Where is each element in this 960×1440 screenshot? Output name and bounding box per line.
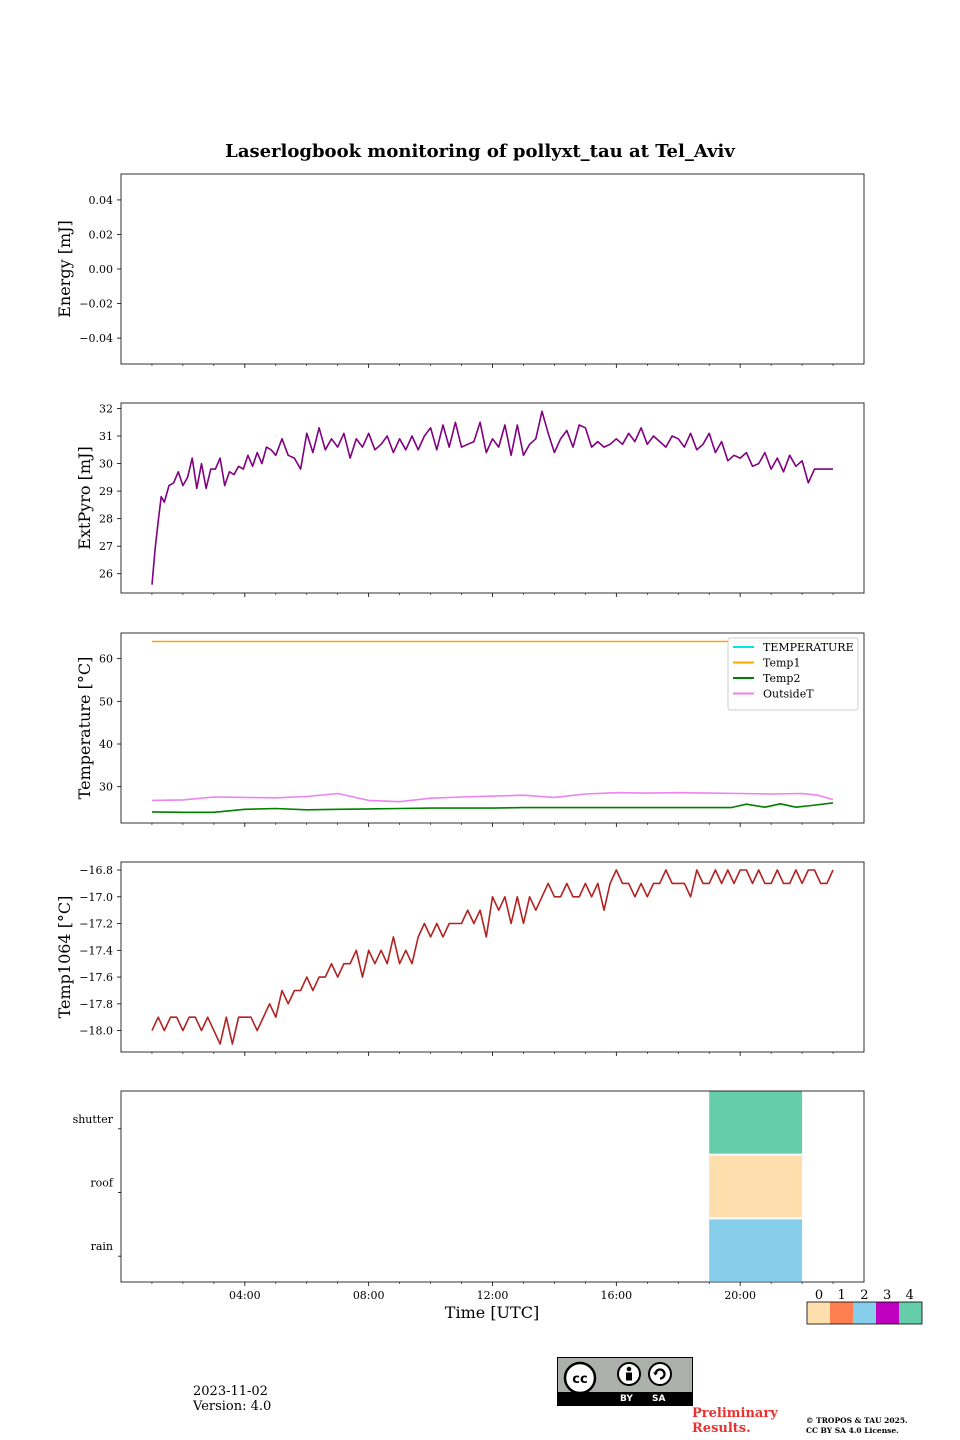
x-axis-label: Time [UTC] [445,1303,539,1322]
axes-frame [120,1090,865,1283]
y-tick-label: 30 [99,781,113,794]
status-row-label-shutter: shutter [73,1113,114,1126]
series-line [151,410,833,585]
y-tick-label: −17.0 [79,891,113,904]
axes-frame [120,402,865,594]
x-tick-label: 16:00 [600,1289,632,1302]
y-tick-label: −0.04 [79,332,113,345]
y-tick-label: −17.8 [79,998,113,1011]
axes-frame [120,632,865,824]
version-label: Version: 4.0 [193,1399,272,1414]
license-strip: BY SA [558,1392,692,1405]
legend-label-temperature: TEMPERATURE [763,641,854,654]
colorbar-label: 2 [860,1288,868,1303]
colorbar-swatch [899,1302,922,1324]
panel-temperature: Temperature [°C] 30 40 50 60 TEMPERATURE Temp… [75,632,865,827]
y-tick-label: −17.4 [79,944,113,957]
license-by-label: BY [620,1394,633,1404]
x-tick-label: 04:00 [229,1289,261,1302]
colorbar-swatch [876,1302,899,1324]
copyright-line-2: CC BY SA 4.0 License. [806,1426,899,1435]
y-tick-label: 32 [99,403,113,416]
status-row-label-roof: roof [90,1177,114,1190]
y-tick-label: 26 [99,568,113,581]
legend-label-temp2: Temp2 [763,672,800,685]
colorbar-label: 1 [838,1288,846,1303]
series-line-outsidet [151,791,834,803]
colorbar-swatch [830,1302,853,1324]
axes-frame [120,173,865,365]
status-block-roof [709,1155,803,1218]
y-tick-label: 0.02 [89,228,114,241]
status-block-rain [709,1219,803,1281]
colorbar-label: 0 [815,1288,823,1303]
y-axis-label-temperature: Temperature [°C] [75,657,94,800]
axes-frame [120,861,865,1053]
legend-label-temp1: Temp1 [763,657,800,670]
y-tick-label: −0.02 [79,298,113,311]
colorbar-swatch [853,1302,876,1324]
colorbar-frame [806,1301,923,1325]
legend-label-outsidet: OutsideT [763,688,814,701]
legend: TEMPERATURE Temp1 Temp2 OutsideT [727,637,859,711]
copyright-line-1: © TROPOS & TAU 2025. [806,1416,908,1425]
colorbar-swatch [807,1302,830,1324]
colorbar-label: 4 [906,1288,914,1303]
y-tick-label: −18.0 [79,1025,113,1038]
legend-box [727,637,859,711]
y-tick-label: 40 [99,738,113,751]
y-tick-label: 50 [99,695,113,708]
panel-energy: Energy [mJ] 0.04 0.02 0.00 −0.02 −0.04 [55,173,865,368]
y-axis-label-temp1064: Temp1064 [°C] [55,896,74,1019]
preliminary-label-line-1: Preliminary [692,1406,778,1421]
series-line-temp2 [151,802,834,814]
panel-extpyro: ExtPyro [mJ] 26 27 28 29 30 31 32 [75,402,865,597]
y-tick-label: 0.00 [89,263,114,276]
cc-logo-icon [563,1361,597,1392]
cc-icons: cc [563,1361,672,1392]
y-axis-label-extpyro: ExtPyro [mJ] [75,446,94,549]
status-row-label-rain: rain [91,1240,113,1253]
y-tick-label: 0.04 [89,194,114,207]
series-line [151,869,834,1045]
y-axis-label-energy: Energy [mJ] [55,220,74,318]
figure-title: Laserlogbook monitoring of pollyxt_tau a… [225,141,735,162]
y-tick-label: 60 [99,653,113,666]
license-sa-label: SA [652,1394,666,1404]
x-tick-label: 20:00 [724,1289,756,1302]
status-block-shutter [709,1091,803,1154]
y-tick-label: 31 [99,430,113,443]
preliminary-label-line-2: Results. [692,1421,751,1436]
cc-logo-text: cc [572,1372,587,1387]
panel-status: 04:00 08:00 12:00 16:00 20:00 shutter roof rain [73,1090,865,1302]
y-tick-label: −17.2 [79,918,113,931]
y-tick-label: 28 [99,513,113,526]
license-badge: cc BY SA [557,1357,693,1406]
y-tick-label: −17.6 [79,971,113,984]
date-label: 2023-11-02 [193,1384,268,1399]
y-tick-label: −16.8 [79,864,113,877]
panel-temp1064: Temp1064 [°C] −16.8 −17.0 −17.2 −17.4 −17.6 −… [55,861,865,1056]
colorbar-label: 3 [883,1288,891,1303]
y-tick-label: 27 [99,540,113,553]
y-tick-label: 30 [99,458,113,471]
share-alike-icon [648,1362,672,1386]
x-tick-label: 12:00 [477,1289,509,1302]
y-tick-label: 29 [99,485,113,498]
x-tick-label: 08:00 [353,1289,385,1302]
